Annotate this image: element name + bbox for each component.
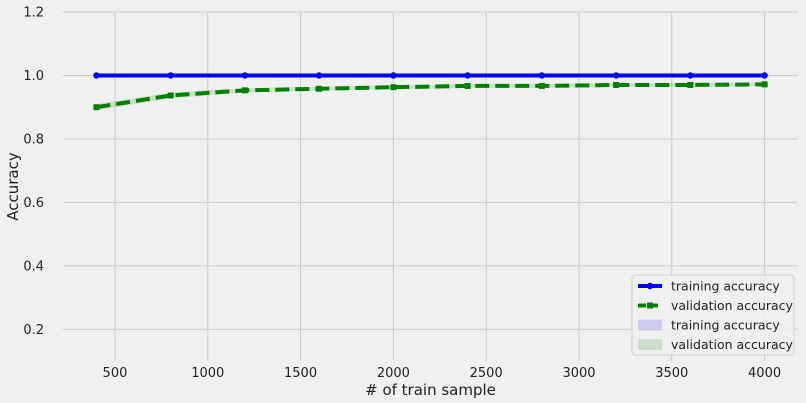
- data-point: [761, 72, 768, 79]
- data-point: [316, 85, 323, 92]
- data-point: [390, 84, 397, 91]
- series-markers: [93, 72, 768, 111]
- data-point: [93, 72, 100, 79]
- y-tick-label: 1.2: [23, 6, 44, 21]
- x-tick-label: 4000: [748, 366, 781, 381]
- data-point: [538, 72, 546, 79]
- legend-swatch: [638, 339, 662, 350]
- y-axis-label: Accuracy: [4, 152, 22, 221]
- legend: training accuracy validation accuracy trai…: [631, 274, 795, 356]
- data-point: [612, 72, 620, 79]
- legend-marker: [646, 282, 654, 290]
- data-point: [538, 82, 545, 89]
- x-tick-label: 1500: [284, 366, 317, 381]
- x-tick-labels: 500 1000 1500 2000 2500 3000 3500 4000: [103, 366, 782, 381]
- legend-label: training accuracy: [671, 318, 780, 333]
- x-tick-label: 1000: [191, 366, 224, 381]
- y-tick-label: 0.6: [23, 196, 44, 211]
- data-point: [167, 72, 174, 79]
- data-point: [613, 81, 620, 88]
- y-tick-label: 0.4: [23, 259, 44, 274]
- series-lines: [96, 73, 765, 110]
- legend-swatch: [638, 319, 662, 331]
- data-point: [687, 81, 694, 88]
- legend-box: [631, 274, 795, 356]
- data-point: [761, 81, 768, 88]
- data-point: [464, 72, 471, 79]
- data-point: [167, 92, 174, 99]
- data-point: [93, 104, 100, 111]
- data-point: [687, 72, 694, 79]
- x-axis-label: # of train sample: [365, 381, 496, 399]
- legend-label: validation accuracy: [671, 298, 794, 313]
- data-point: [241, 72, 249, 79]
- x-tick-label: 2500: [470, 366, 503, 381]
- y-tick-label: 0.2: [23, 323, 44, 338]
- y-tick-labels: 0.2 0.4 0.6 0.8 1.0 1.2: [23, 6, 44, 338]
- data-point: [464, 82, 471, 89]
- x-tick-label: 500: [103, 366, 128, 381]
- y-tick-label: 1.0: [23, 69, 44, 84]
- x-tick-label: 3000: [562, 366, 595, 381]
- legend-label: validation accuracy: [671, 337, 794, 352]
- x-tick-label: 3500: [655, 366, 688, 381]
- data-point: [390, 72, 397, 79]
- legend-label: training accuracy: [671, 279, 780, 294]
- data-point: [241, 87, 248, 94]
- series-line: [96, 82, 765, 110]
- data-point: [315, 72, 323, 79]
- y-tick-label: 0.8: [23, 132, 44, 147]
- x-tick-label: 2000: [377, 366, 410, 381]
- legend-marker: [647, 302, 653, 309]
